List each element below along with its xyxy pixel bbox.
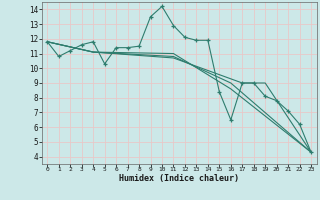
X-axis label: Humidex (Indice chaleur): Humidex (Indice chaleur) xyxy=(119,174,239,183)
